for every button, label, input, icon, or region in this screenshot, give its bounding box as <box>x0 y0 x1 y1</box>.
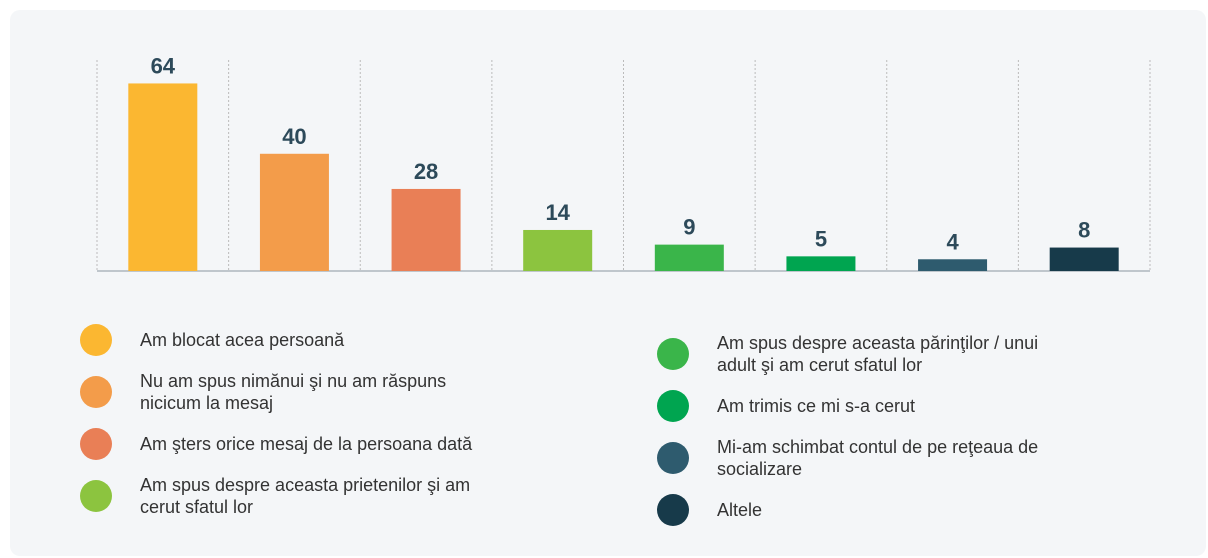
value-label: 8 <box>1078 218 1090 243</box>
legend: Am spus despre aceasta părinţilor / unui… <box>657 332 1077 540</box>
value-label: 14 <box>545 200 570 225</box>
legend-label: Am şters orice mesaj de la persoana dată <box>140 434 473 454</box>
value-label: 64 <box>151 53 176 78</box>
value-label: 4 <box>946 229 959 254</box>
legend-swatch <box>80 428 112 460</box>
legend-item: Mi-am schimbat contul de pe reţeaua de s… <box>657 436 1077 480</box>
legend-swatch <box>80 376 112 408</box>
value-label: 28 <box>414 159 438 184</box>
bar <box>786 256 856 271</box>
legend-label: Am blocat acea persoană <box>140 330 345 350</box>
legend-label: Am trimis ce mi s-a cerut <box>717 396 916 416</box>
legend-label: Am spus despre aceasta prietenilor şi am… <box>140 475 471 517</box>
value-label: 9 <box>683 215 695 240</box>
legend: Am blocat acea persoană Nu am spus nimănu… <box>80 324 500 532</box>
bar <box>654 244 724 271</box>
bar <box>1049 247 1119 271</box>
legend-label: Am spus despre aceasta părinţilor / unui… <box>717 333 1039 375</box>
bar <box>391 188 461 271</box>
value-label: 40 <box>282 124 306 149</box>
legend-swatch <box>657 494 689 526</box>
legend-item: Altele <box>657 494 1077 526</box>
card <box>10 10 1206 556</box>
legend-swatch <box>657 390 689 422</box>
bar <box>523 229 593 271</box>
legend-item: Am trimis ce mi s-a cerut <box>657 390 1077 422</box>
chart: 64 40 28 14 9 5 4 8 <box>96 53 1151 272</box>
legend-swatch <box>657 338 689 370</box>
legend-label: Mi-am schimbat contul de pe reţeaua de s… <box>717 437 1039 479</box>
bar <box>918 259 988 271</box>
legend-item: Am spus despre aceasta părinţilor / unui… <box>657 332 1077 376</box>
value-label: 5 <box>815 226 827 251</box>
legend-swatch <box>657 442 689 474</box>
legend-swatch <box>80 480 112 512</box>
bar <box>128 83 198 271</box>
legend-label: Nu am spus nimănui şi nu am răspuns nici… <box>140 371 447 413</box>
bar <box>259 153 329 271</box>
legend-label: Altele <box>717 500 763 520</box>
legend-item: Am spus despre aceasta prietenilor şi am… <box>80 474 500 518</box>
legend-item: Am şters orice mesaj de la persoana dată <box>80 428 500 460</box>
legend-swatch <box>80 324 112 356</box>
legend-item: Nu am spus nimănui şi nu am răspuns nici… <box>80 370 500 414</box>
legend-item: Am blocat acea persoană <box>80 324 500 356</box>
